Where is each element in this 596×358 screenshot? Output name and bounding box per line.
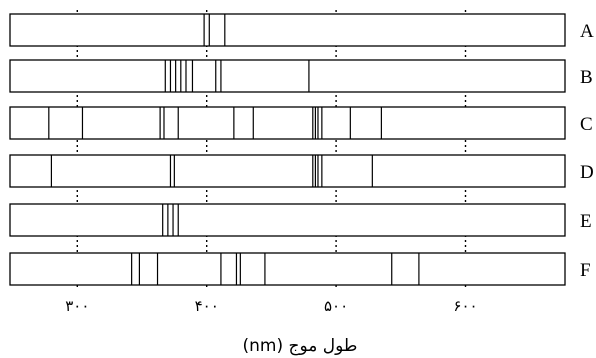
spectrum-row-a: A: [9, 13, 594, 47]
row-label-b: B: [580, 67, 593, 88]
tick-label-300: ٣٠٠: [65, 297, 89, 315]
spectrum-row-c: C: [9, 106, 593, 140]
spectrum-box: [9, 106, 566, 140]
spectra-rows: A B C D E F: [9, 13, 594, 286]
row-label-c: C: [580, 114, 593, 135]
row-label-f: F: [580, 260, 591, 281]
row-label-a: A: [580, 21, 594, 42]
wavelength-axis-ticks: ٣٠٠ ۴٠٠ ۵٠٠ ۶٠٠: [65, 297, 477, 315]
spectrum-box: [9, 59, 566, 93]
spectrum-box: [9, 252, 566, 286]
spectrum-box: [9, 13, 566, 47]
gridlines: [76, 10, 467, 290]
tick-label-600: ۶٠٠: [453, 297, 477, 315]
spectrum-row-e: E: [9, 203, 592, 237]
spectrum-row-b: B: [9, 59, 593, 93]
spectrum-box: [9, 203, 566, 237]
row-label-e: E: [580, 211, 592, 232]
row-label-d: D: [580, 162, 594, 183]
axis-title: طول موج (nm): [243, 336, 358, 356]
spectrum-row-d: D: [9, 154, 594, 188]
tick-label-500: ۵٠٠: [324, 297, 348, 315]
spectrum-row-f: F: [9, 252, 591, 286]
tick-label-400: ۴٠٠: [195, 297, 219, 315]
spectrum-box: [9, 154, 566, 188]
